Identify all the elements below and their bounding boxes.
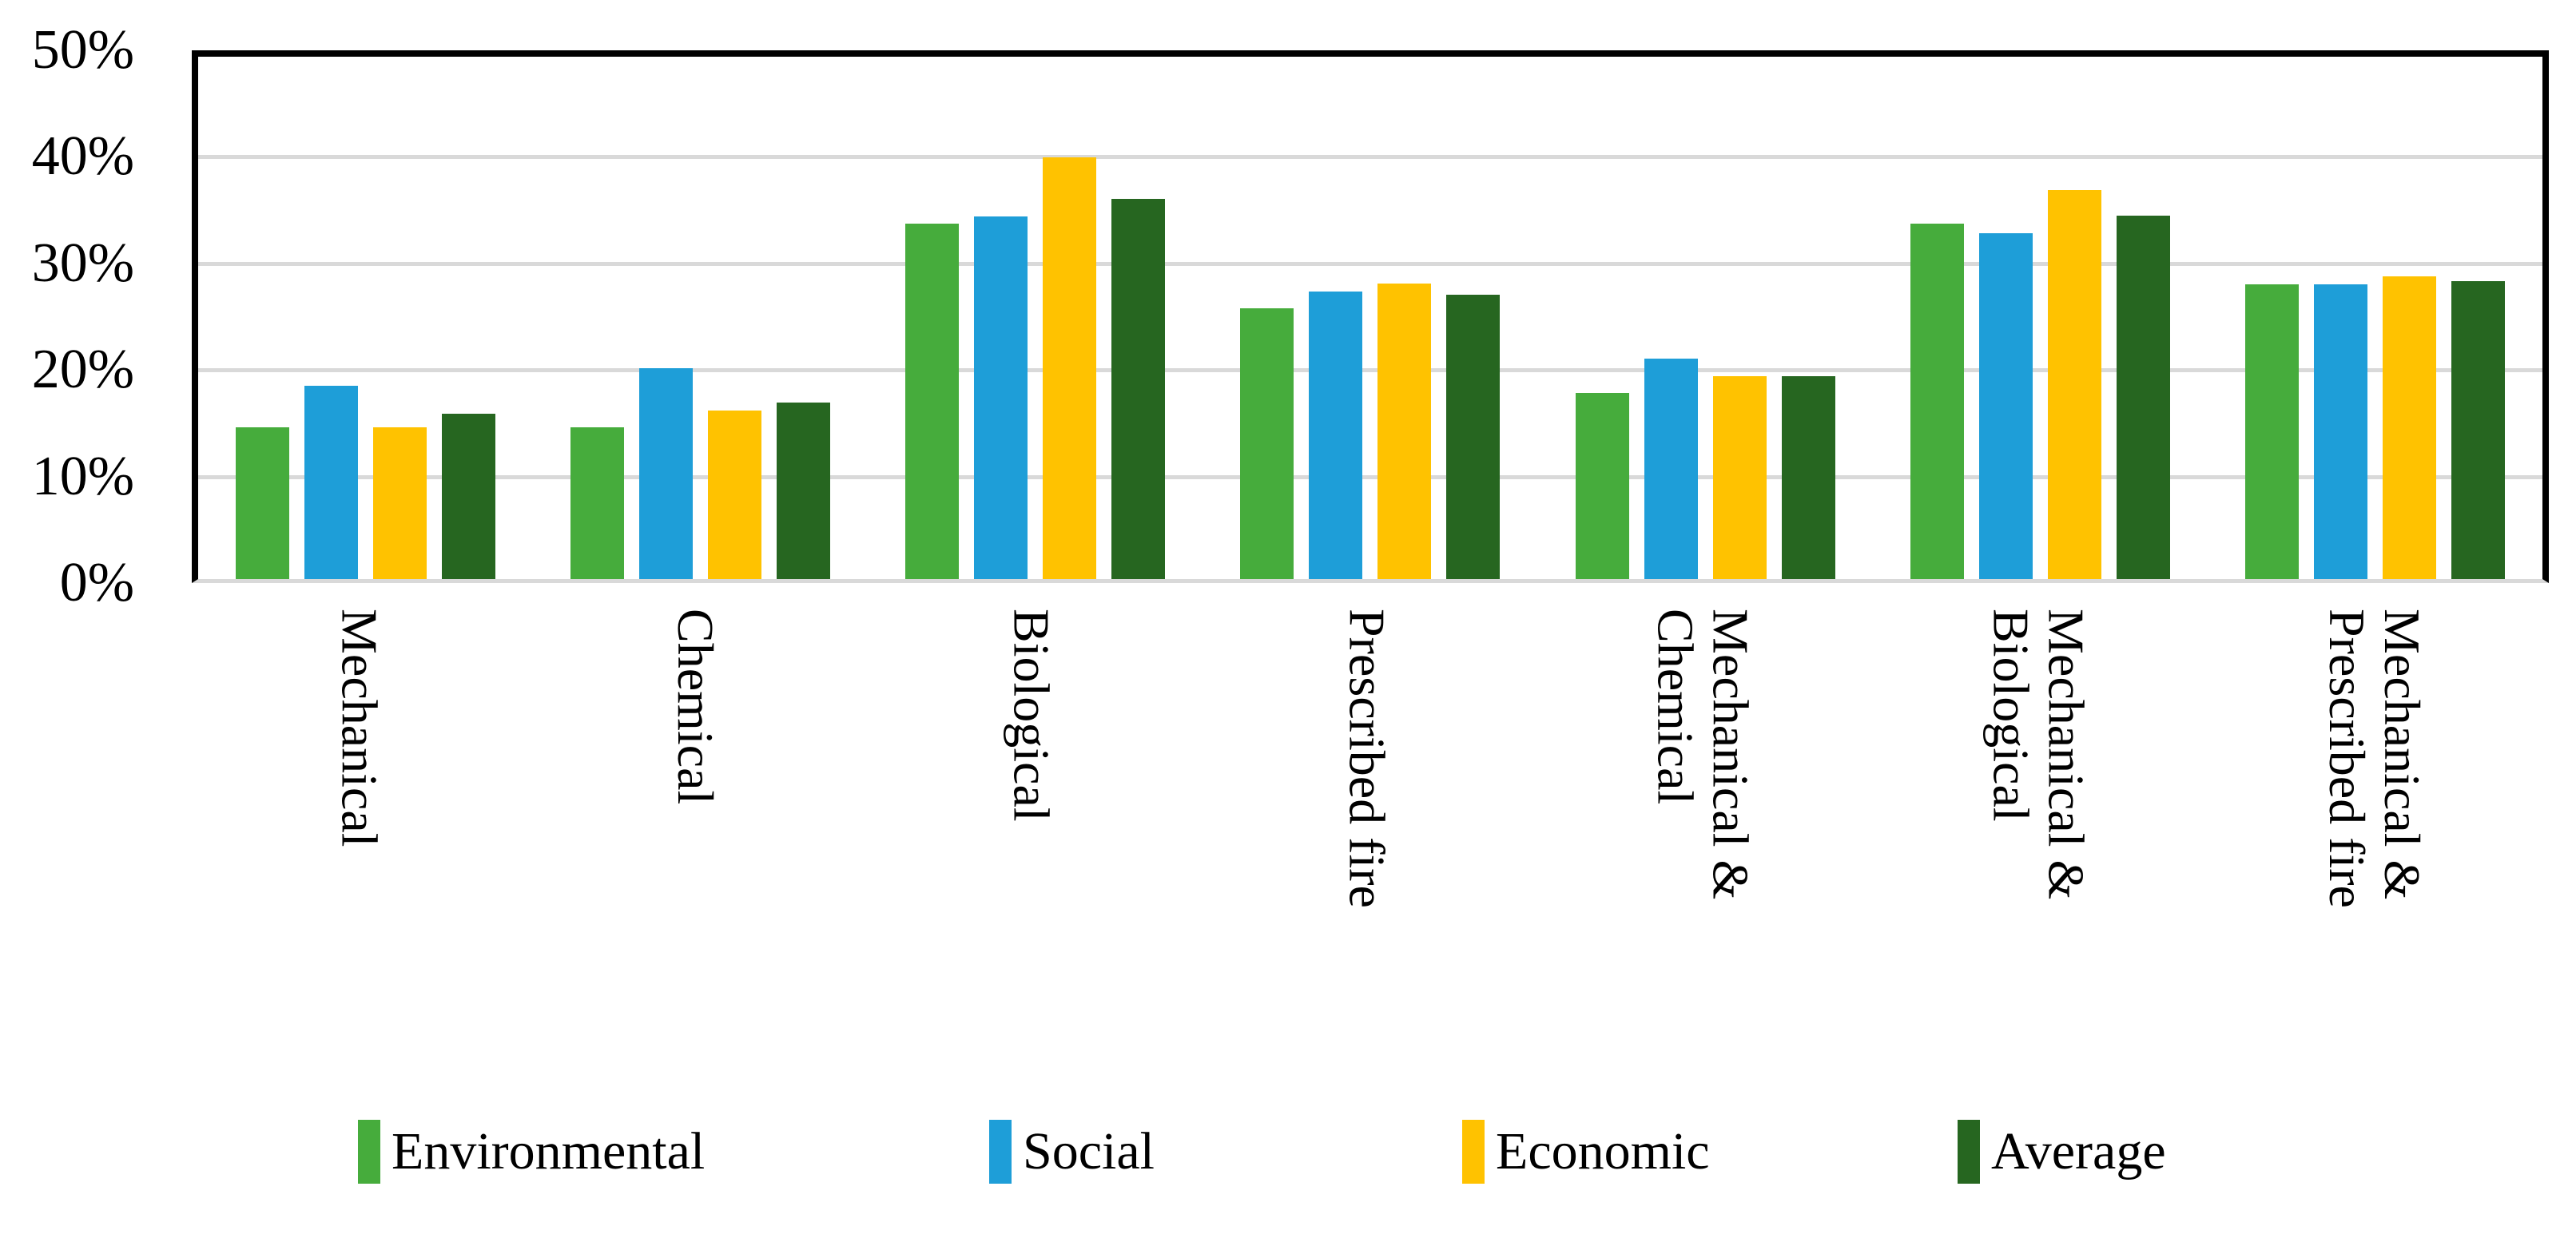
gridline-40pct (198, 155, 2542, 160)
bar-social (974, 216, 1028, 579)
bar-economic (708, 411, 762, 579)
legend-label: Social (1023, 1122, 1155, 1180)
y-tick-label: 0% (59, 552, 134, 613)
bar-environmental (1575, 393, 1629, 579)
bar-group-biological (868, 57, 1203, 579)
x-category-label: Mechanical & Prescribed fire (2318, 609, 2431, 908)
legend-label: Average (1991, 1122, 2166, 1180)
x-axis-category-labels: Mechanical Chemical Biological Prescribed f… (192, 609, 2542, 1072)
x-label-slot: Chemical (527, 609, 863, 1072)
x-label-slot: Mechanical (192, 609, 527, 1072)
plot-area (192, 50, 2549, 583)
bar-economic (2382, 276, 2436, 579)
bar-average (1781, 376, 1835, 579)
legend-item-average: Average (1958, 1112, 2166, 1192)
bar-social (1644, 359, 1698, 579)
legend-label: Economic (1496, 1122, 1710, 1180)
y-tick-label: 50% (31, 19, 134, 81)
x-label-slot: Mechanical & Biological (1870, 609, 2206, 1072)
bar-economic (373, 427, 427, 579)
legend-swatch-average (1958, 1120, 1980, 1184)
bar-environmental (1240, 308, 1294, 579)
bar-social (2313, 284, 2367, 579)
x-category-label-line: Biological (1003, 609, 1060, 822)
gridline-20pct (198, 368, 2542, 373)
x-category-label-line: Prescribed fire (1338, 609, 1396, 908)
bar-economic (1712, 376, 1767, 579)
bar-average (2451, 281, 2505, 579)
x-category-label-line: Prescribed fire (2318, 609, 2375, 908)
x-category-label-line: Mechanical (331, 609, 388, 847)
bar-average (777, 402, 831, 579)
bar-social (304, 386, 359, 579)
bar-groups (198, 57, 2542, 579)
x-label-slot: Prescribed fire (1199, 609, 1535, 1072)
x-label-slot: Biological (864, 609, 1199, 1072)
bar-social (639, 367, 694, 579)
x-category-label-line: Chemical (666, 609, 724, 805)
bar-average (2116, 215, 2170, 579)
bar-average (1111, 198, 1166, 579)
x-category-label: Chemical (666, 609, 724, 805)
x-category-label: Mechanical (332, 609, 388, 847)
bar-group-mechanical-biological (1873, 57, 2208, 579)
bar-environmental (236, 427, 290, 579)
bar-environmental (570, 427, 625, 579)
bar-environmental (905, 224, 960, 579)
x-category-label-line: Mechanical & (1702, 609, 1759, 900)
legend-label: Environmental (392, 1122, 706, 1180)
x-category-label: Mechanical & Biological (1982, 609, 2095, 900)
y-tick-label: 20% (31, 339, 134, 401)
legend-swatch-environmental (358, 1120, 380, 1184)
y-tick-label: 40% (31, 125, 134, 188)
x-category-label-line: Mechanical & (2037, 609, 2095, 900)
x-label-slot: Mechanical & Chemical (1535, 609, 1870, 1072)
bar-social (1309, 292, 1363, 579)
bar-economic (2047, 190, 2101, 579)
y-tick-label: 10% (31, 445, 134, 507)
bar-group-mechanical (198, 57, 533, 579)
gridline-10pct (198, 474, 2542, 479)
legend-item-environmental: Environmental (358, 1112, 705, 1192)
x-category-label: Biological (1003, 609, 1060, 822)
bar-social (1978, 233, 2033, 579)
bar-economic (1043, 157, 1097, 579)
legend-item-economic: Economic (1462, 1112, 1710, 1192)
legend-swatch-economic (1462, 1120, 1485, 1184)
bar-average (442, 414, 496, 579)
bar-average (1446, 295, 1501, 579)
x-label-slot: Mechanical & Prescribed fire (2207, 609, 2542, 1072)
x-category-label: Mechanical & Chemical (1647, 609, 1759, 900)
bar-group-mechanical-chemical (1538, 57, 1873, 579)
x-category-label-line: Biological (1982, 609, 2040, 822)
bar-group-chemical (533, 57, 868, 579)
legend: Environmental Social Economic Average (0, 1112, 2576, 1192)
bar-group-prescribed-fire (1203, 57, 1537, 579)
bar-group-mechanical-prescribed-fire (2208, 57, 2542, 579)
x-category-label: Prescribed fire (1338, 609, 1396, 908)
bar-environmental (1910, 224, 1964, 579)
legend-item-social: Social (989, 1112, 1155, 1192)
bar-economic (1377, 283, 1432, 579)
x-category-label-line: Mechanical & (2373, 609, 2431, 900)
legend-swatch-social (989, 1120, 1012, 1184)
y-tick-label: 30% (31, 232, 134, 294)
x-category-label-line: Chemical (1647, 609, 1704, 805)
gridline-30pct (198, 261, 2542, 266)
bar-environmental (2244, 284, 2299, 579)
